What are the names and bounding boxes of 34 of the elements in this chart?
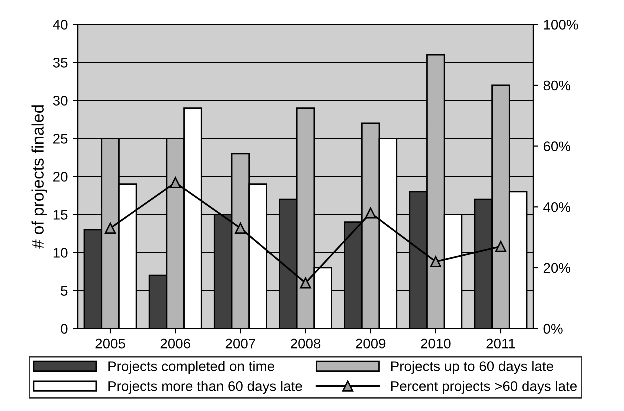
x-tick-label: 2005 bbox=[96, 338, 126, 349]
legend-label: Projects more than 60 days late bbox=[108, 381, 302, 394]
legend-label: Projects completed on time bbox=[108, 361, 274, 374]
y-tick-label: 5 bbox=[61, 286, 68, 296]
y2-tick-label: 100% bbox=[544, 20, 578, 30]
y2-tick-label: 60% bbox=[544, 142, 571, 152]
x-tick-label: 2009 bbox=[356, 338, 386, 349]
x-tick-label: 2007 bbox=[226, 338, 256, 349]
legend-label: Projects up to 60 days late bbox=[392, 361, 554, 374]
point bbox=[495, 241, 507, 252]
y-tick-label: 10 bbox=[54, 248, 68, 258]
y-tick-label: 40 bbox=[53, 20, 68, 30]
y-tick-label: 20 bbox=[54, 172, 68, 182]
point bbox=[104, 222, 116, 234]
y-axis-title: # of projects finaled bbox=[32, 106, 48, 249]
y2-tick-label: 80% bbox=[544, 80, 571, 91]
y2-tick-label: 0% bbox=[544, 324, 563, 334]
y-tick-label: 30 bbox=[53, 96, 68, 106]
y-tick-label: 25 bbox=[54, 134, 68, 144]
x-tick-label: 2011 bbox=[486, 338, 516, 349]
y-tick-label: 15 bbox=[54, 210, 68, 220]
y-tick-label: 35 bbox=[53, 58, 68, 68]
y2-tick-label: 40% bbox=[544, 202, 571, 212]
x-tick-label: 2008 bbox=[291, 338, 321, 349]
y-tick-label: 0 bbox=[61, 324, 68, 334]
point bbox=[430, 256, 442, 268]
point bbox=[300, 278, 312, 289]
legend-label: Percent projects >60 days late bbox=[392, 381, 577, 394]
y2-tick-label: 20% bbox=[544, 263, 571, 274]
point bbox=[170, 177, 182, 188]
x-tick-label: 2010 bbox=[421, 338, 451, 349]
x-tick-label: 2006 bbox=[160, 338, 190, 349]
point bbox=[365, 208, 376, 219]
point bbox=[235, 222, 246, 234]
